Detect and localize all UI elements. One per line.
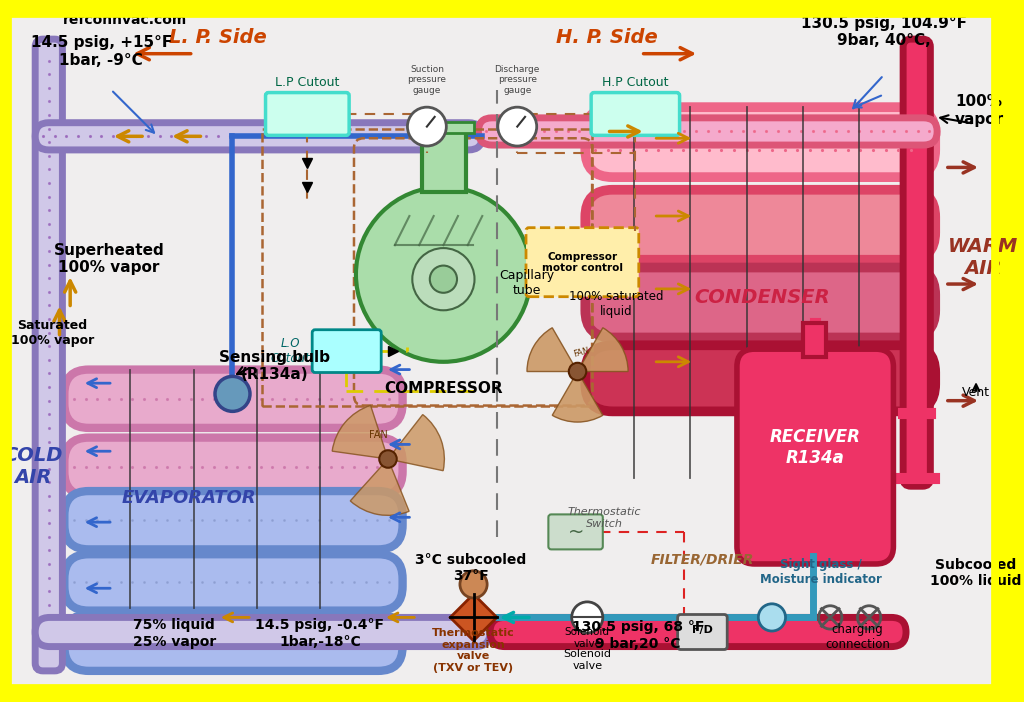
Circle shape xyxy=(568,363,587,380)
FancyBboxPatch shape xyxy=(65,369,402,428)
Bar xyxy=(262,128,592,406)
FancyBboxPatch shape xyxy=(65,614,402,671)
FancyBboxPatch shape xyxy=(312,330,381,373)
Text: Superheated
100% vapor: Superheated 100% vapor xyxy=(53,243,165,275)
Text: EVAPORATOR: EVAPORATOR xyxy=(122,489,256,507)
Text: COLD
AIR: COLD AIR xyxy=(3,446,63,487)
Polygon shape xyxy=(451,594,497,641)
FancyBboxPatch shape xyxy=(65,437,402,496)
Text: L.P Cutout: L.P Cutout xyxy=(275,76,340,88)
Text: ~: ~ xyxy=(567,522,584,541)
Text: 14.5 psig, +15°F
1bar, -9°C: 14.5 psig, +15°F 1bar, -9°C xyxy=(31,35,172,67)
Bar xyxy=(415,121,473,133)
Circle shape xyxy=(571,602,603,633)
FancyBboxPatch shape xyxy=(65,491,402,550)
Text: 100%
vapor: 100% vapor xyxy=(954,94,1004,126)
Circle shape xyxy=(408,107,446,146)
FancyBboxPatch shape xyxy=(586,107,935,177)
FancyBboxPatch shape xyxy=(591,93,680,135)
Text: COMPRESSOR: COMPRESSOR xyxy=(384,381,503,396)
Wedge shape xyxy=(332,405,388,459)
Text: Capillary
tube: Capillary tube xyxy=(500,269,555,297)
Text: Saturated
100% vapor: Saturated 100% vapor xyxy=(11,319,94,347)
FancyBboxPatch shape xyxy=(903,39,931,486)
Text: F/D: F/D xyxy=(691,625,713,635)
Text: FAN: FAN xyxy=(369,430,387,439)
Text: RECEIVER
R134a: RECEIVER R134a xyxy=(769,428,860,467)
Text: Sight glass /
Moisture indicator: Sight glass / Moisture indicator xyxy=(760,558,882,586)
Text: refconhvac.com: refconhvac.com xyxy=(62,13,186,27)
FancyBboxPatch shape xyxy=(549,515,603,550)
Text: 14.5 psig, -0.4°F
1bar,-18°C: 14.5 psig, -0.4°F 1bar,-18°C xyxy=(255,618,384,649)
Text: L. P. Side: L. P. Side xyxy=(169,28,267,47)
Text: FAN: FAN xyxy=(572,346,591,359)
Text: Solenoid
valve: Solenoid valve xyxy=(563,649,611,671)
Wedge shape xyxy=(552,371,603,422)
Text: charging
connection: charging connection xyxy=(825,623,890,651)
Text: H.P Cutout: H.P Cutout xyxy=(602,76,668,88)
Circle shape xyxy=(498,107,537,146)
FancyBboxPatch shape xyxy=(265,93,349,135)
Text: Suction
pressure
gauge: Suction pressure gauge xyxy=(408,65,446,95)
FancyBboxPatch shape xyxy=(35,618,490,647)
FancyBboxPatch shape xyxy=(678,614,727,649)
FancyBboxPatch shape xyxy=(490,618,906,647)
Text: 75% liquid
25% vapor: 75% liquid 25% vapor xyxy=(132,618,216,649)
FancyBboxPatch shape xyxy=(478,118,937,145)
Text: 130.5 psig, 104.9°F
9bar, 40°C,: 130.5 psig, 104.9°F 9bar, 40°C, xyxy=(801,15,967,48)
Circle shape xyxy=(460,571,487,598)
FancyBboxPatch shape xyxy=(65,555,402,611)
FancyBboxPatch shape xyxy=(586,190,935,260)
Text: Compressor
motor control: Compressor motor control xyxy=(542,252,623,274)
Text: Discharge
pressure
gauge: Discharge pressure gauge xyxy=(495,65,540,95)
Circle shape xyxy=(430,265,457,293)
FancyBboxPatch shape xyxy=(35,123,482,150)
Circle shape xyxy=(379,450,396,468)
Text: Subcooled
100% liquid: Subcooled 100% liquid xyxy=(931,558,1022,588)
Text: 3°C subcooled
37°F: 3°C subcooled 37°F xyxy=(415,553,526,583)
Bar xyxy=(422,128,466,192)
FancyBboxPatch shape xyxy=(526,227,639,297)
FancyBboxPatch shape xyxy=(35,39,62,671)
Text: FILTER/DRIER: FILTER/DRIER xyxy=(650,553,754,567)
Text: WARM
AIR: WARM AIR xyxy=(947,237,1018,278)
Text: Sensing bulb
(R134a): Sensing bulb (R134a) xyxy=(219,350,330,383)
Text: Thermostatic
Switch: Thermostatic Switch xyxy=(568,508,641,529)
Text: Solenoid
valve: Solenoid valve xyxy=(565,627,609,649)
Bar xyxy=(803,323,826,357)
Wedge shape xyxy=(350,459,410,515)
Text: Thermostatic
expansion
valve
(TXV or TEV): Thermostatic expansion valve (TXV or TEV… xyxy=(432,628,515,673)
Wedge shape xyxy=(578,328,628,371)
Text: 100% saturated
liquid: 100% saturated liquid xyxy=(569,290,664,318)
Wedge shape xyxy=(388,415,444,471)
Text: Vent: Vent xyxy=(962,386,990,399)
Circle shape xyxy=(356,187,530,362)
Circle shape xyxy=(215,376,250,411)
Text: 130.5 psig, 68 °F
9 bar,20 °C: 130.5 psig, 68 °F 9 bar,20 °C xyxy=(571,621,703,651)
Text: CONDENSER: CONDENSER xyxy=(694,289,830,307)
Text: L.O
Cutout: L.O Cutout xyxy=(271,337,310,365)
FancyBboxPatch shape xyxy=(586,267,935,338)
Wedge shape xyxy=(527,328,578,371)
Text: H. P. Side: H. P. Side xyxy=(556,28,657,47)
FancyBboxPatch shape xyxy=(586,345,935,411)
Circle shape xyxy=(413,248,474,310)
Circle shape xyxy=(759,604,785,631)
FancyBboxPatch shape xyxy=(737,349,893,564)
